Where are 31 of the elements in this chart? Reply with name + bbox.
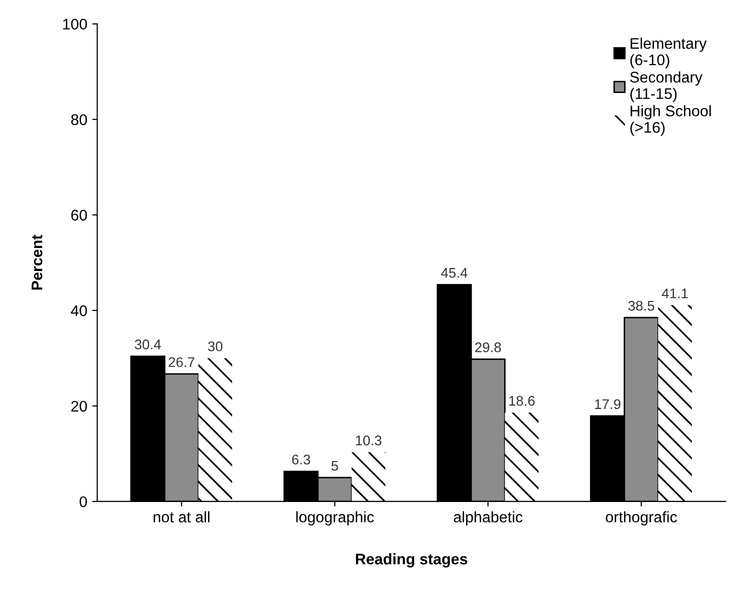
data-label: 18.6 [509, 396, 535, 406]
legend-label: Elementary (6-10) [630, 38, 707, 68]
data-label: 26.7 [168, 357, 194, 368]
bar [658, 305, 692, 502]
legend-label: High School (>16) [630, 105, 711, 136]
y-tick-label: 20 [71, 400, 87, 412]
y-tick-label: 60 [71, 210, 87, 221]
bar [352, 452, 386, 502]
data-label: 10.3 [356, 436, 382, 446]
data-label: 38.5 [628, 300, 654, 311]
data-label: 30 [208, 341, 222, 352]
data-label: 30.4 [134, 340, 161, 350]
legend-label: Secondary (11-15) [630, 71, 702, 102]
x-tick-label: orthografic [606, 511, 677, 526]
y-tick-label: 80 [71, 114, 87, 126]
y-tick-label: 100 [63, 18, 87, 30]
data-label: 29.8 [475, 342, 501, 352]
bar [198, 358, 232, 502]
y-axis-title: Percent [32, 234, 42, 290]
data-label: 17.9 [595, 399, 620, 410]
data-label: 45.4 [441, 268, 468, 278]
y-tick-label: 40 [70, 305, 87, 316]
y-tick-label: 0 [80, 496, 87, 508]
data-label: 5 [331, 460, 338, 471]
data-label: 41.1 [662, 288, 688, 298]
x-tick-label: alphabetic [454, 511, 522, 526]
bar [504, 412, 539, 502]
x-axis-title: Reading stages [356, 553, 468, 568]
x-tick-label: logographic [296, 511, 374, 526]
x-tick-label: not at all [154, 511, 210, 522]
data-label: 6.3 [292, 454, 310, 464]
